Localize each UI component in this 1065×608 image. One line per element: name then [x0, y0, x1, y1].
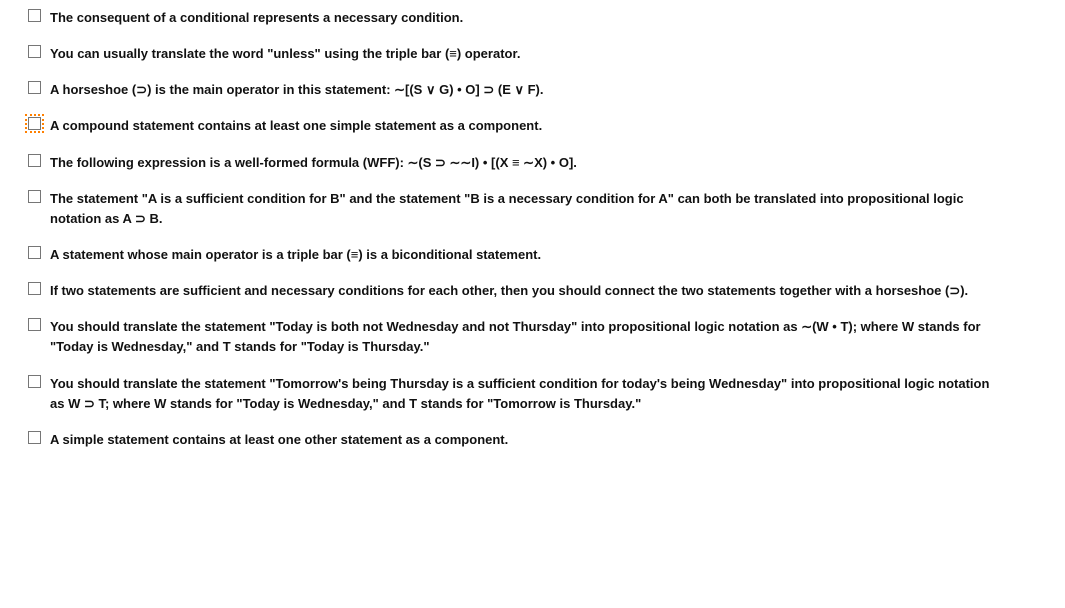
list-item: You can usually translate the word "unle…: [28, 44, 1037, 64]
checkbox-list: The consequent of a conditional represen…: [28, 8, 1037, 450]
item-label: The consequent of a conditional represen…: [50, 8, 1037, 28]
list-item: A statement whose main operator is a tri…: [28, 245, 1037, 265]
list-item: A horseshoe (⊃) is the main operator in …: [28, 80, 1037, 100]
list-item: The following expression is a well-forme…: [28, 153, 1037, 173]
item-label: A horseshoe (⊃) is the main operator in …: [50, 80, 1037, 100]
checkbox-wrap: [28, 80, 50, 94]
list-item: The statement "A is a sufficient conditi…: [28, 189, 1037, 229]
checkbox[interactable]: [28, 431, 41, 444]
item-label: You should translate the statement "Tomo…: [50, 374, 1037, 414]
checkbox[interactable]: [28, 375, 41, 388]
checkbox-wrap: [28, 116, 50, 130]
checkbox[interactable]: [28, 154, 41, 167]
checkbox-wrap: [28, 374, 50, 388]
checkbox-wrap: [28, 281, 50, 295]
item-label: A statement whose main operator is a tri…: [50, 245, 1037, 265]
checkbox[interactable]: [28, 246, 41, 259]
checkbox-wrap: [28, 430, 50, 444]
list-item: You should translate the statement "Toda…: [28, 317, 1037, 357]
list-item: If two statements are sufficient and nec…: [28, 281, 1037, 301]
list-item: You should translate the statement "Tomo…: [28, 374, 1037, 414]
item-label: A simple statement contains at least one…: [50, 430, 1037, 450]
item-label: The statement "A is a sufficient conditi…: [50, 189, 1037, 229]
checkbox[interactable]: [28, 282, 41, 295]
item-label: If two statements are sufficient and nec…: [50, 281, 1037, 301]
item-label: You can usually translate the word "unle…: [50, 44, 1037, 64]
checkbox[interactable]: [28, 9, 41, 22]
checkbox-wrap: [28, 245, 50, 259]
checkbox-wrap: [28, 153, 50, 167]
checkbox[interactable]: [28, 117, 41, 130]
checkbox[interactable]: [28, 190, 41, 203]
checkbox[interactable]: [28, 81, 41, 94]
item-label: The following expression is a well-forme…: [50, 153, 1037, 173]
list-item: A simple statement contains at least one…: [28, 430, 1037, 450]
list-item: The consequent of a conditional represen…: [28, 8, 1037, 28]
checkbox-wrap: [28, 317, 50, 331]
item-label: You should translate the statement "Toda…: [50, 317, 1037, 357]
checkbox-wrap: [28, 189, 50, 203]
checkbox-wrap: [28, 8, 50, 22]
checkbox[interactable]: [28, 45, 41, 58]
list-item: A compound statement contains at least o…: [28, 116, 1037, 136]
checkbox[interactable]: [28, 318, 41, 331]
item-label: A compound statement contains at least o…: [50, 116, 1037, 136]
checkbox-wrap: [28, 44, 50, 58]
